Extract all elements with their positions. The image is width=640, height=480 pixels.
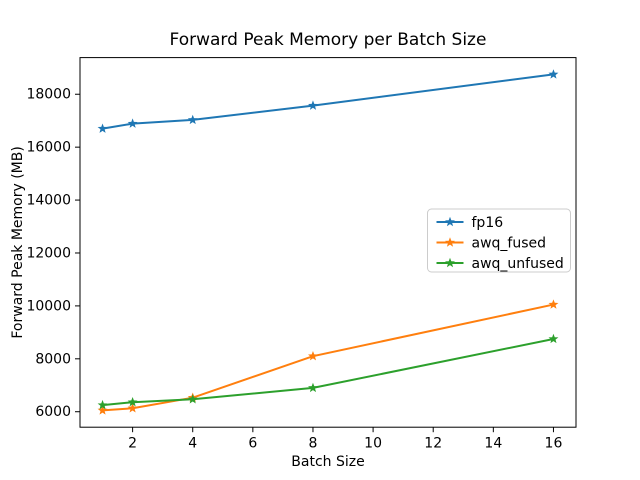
legend-box: [427, 208, 571, 273]
series-line-awq_fused: [101, 303, 555, 412]
marker-awq_fused: [548, 299, 559, 309]
marker-fp16: [97, 123, 108, 133]
y-tick-label: 10000: [26, 298, 71, 314]
legend: fp16 awq_fused awq_unfused: [427, 208, 571, 273]
y-tick-label: 6000: [35, 404, 71, 420]
marker-awq_unfused: [127, 397, 138, 407]
x-tick-label: 10: [364, 436, 382, 452]
marker-fp16: [308, 100, 318, 110]
series-line-fp16: [101, 73, 555, 130]
x-tick-label: 6: [248, 436, 257, 452]
legend-label-awq_fused: awq_fused: [472, 236, 547, 252]
legend-label-fp16: fp16: [472, 215, 504, 231]
marker-fp16: [127, 118, 138, 128]
marker-awq_unfused: [548, 333, 559, 344]
y-tick-label: 12000: [26, 245, 71, 261]
marker-fp16: [548, 69, 559, 79]
x-tick-label: 2: [128, 436, 137, 452]
marker-awq_fused: [308, 350, 318, 361]
legend-label-awq_unfused: awq_unfused: [472, 256, 564, 272]
y-tick-label: 18000: [26, 87, 71, 103]
plot-area: [79, 57, 577, 428]
x-axis-label: Batch Size: [291, 454, 364, 470]
marker-awq_fused: [97, 405, 108, 415]
x-tick-label: 4: [188, 436, 197, 452]
marker-fp16: [187, 114, 198, 125]
x-tick-label: 8: [309, 436, 318, 452]
x-tick-label: 16: [545, 436, 563, 452]
x-tick-label: 14: [484, 436, 502, 452]
chart-title: Forward Peak Memory per Batch Size: [170, 30, 487, 50]
y-tick-label: 16000: [26, 140, 71, 156]
marker-awq_unfused: [97, 399, 108, 410]
legend-marker-awq_fused: [445, 237, 455, 247]
x-tick-label: 12: [424, 436, 442, 452]
legend-marker-awq_unfused: [445, 257, 455, 268]
series-line-awq_unfused: [101, 337, 555, 407]
axis-ticks: 2 4 6 8 10 12 14 16 6000 8000 10000 12000 14000 16000…: [26, 87, 562, 452]
data-series: [97, 69, 559, 415]
y-tick-label: 8000: [35, 351, 71, 367]
legend-marker-fp16: [445, 216, 455, 227]
y-tick-label: 14000: [26, 193, 71, 209]
marker-awq_fused: [127, 403, 138, 413]
marker-awq_unfused: [308, 382, 318, 393]
marker-awq_unfused: [187, 394, 198, 404]
y-axis-label: Forward Peak Memory (MB): [10, 146, 26, 338]
